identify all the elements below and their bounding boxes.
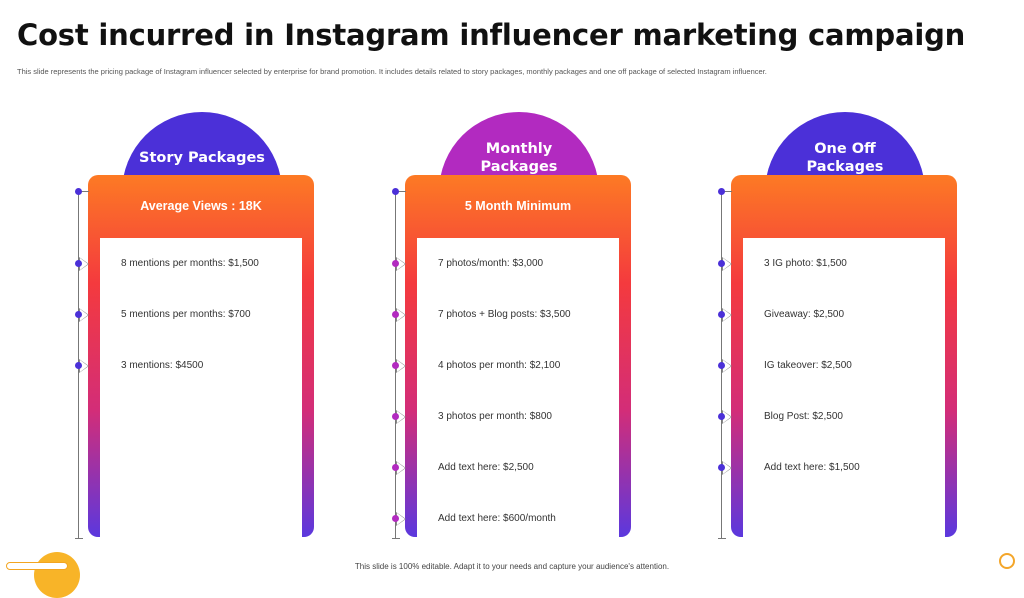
list-item: 3 mentions: $4500 [75,359,325,373]
list-item-text: 3 IG photo: $1,500 [764,258,847,269]
list-item-text: Blog Post: $2,500 [764,411,843,422]
decorative-pill [6,562,68,570]
package-panel [100,238,302,537]
list-item-text: Giveaway: $2,500 [764,309,845,320]
page-subtitle: This slide represents the pricing packag… [17,67,767,76]
package-column-oneoff: One Off Packages 3 IG photo: $1,500 Give… [718,112,968,540]
package-highlight: 5 Month Minimum [464,199,572,213]
bullet-dot-icon [392,311,399,318]
list-item-text: 4 photos per month: $2,100 [438,360,561,371]
list-item-text: 7 photos + Blog posts: $3,500 [438,309,571,320]
timeline-base [75,538,83,539]
list-item: Add text here: $600/month [392,512,642,526]
bullet-dot-icon [392,260,399,267]
timeline-top-dot [718,188,725,195]
list-item-text: Add text here: $2,500 [438,462,534,473]
list-item-text: 3 photos per month: $800 [438,411,552,422]
list-item: Giveaway: $2,500 [718,308,968,322]
package-column-monthly: Monthly Packages 5 Month Minimum 7 photo… [392,112,642,540]
list-item: IG takeover: $2,500 [718,359,968,373]
list-item-text: IG takeover: $2,500 [764,360,852,371]
list-item-text: Add text here: $600/month [438,513,556,524]
decorative-circle [34,552,80,598]
bullet-dot-icon [718,464,725,471]
list-item-text: 3 mentions: $4500 [121,360,204,371]
list-item-text: 8 mentions per months: $1,500 [121,258,259,269]
package-panel [417,238,619,537]
bullet-dot-icon [718,362,725,369]
timeline-base [718,538,726,539]
list-item: 7 photos + Blog posts: $3,500 [392,308,642,322]
list-item: Blog Post: $2,500 [718,410,968,424]
package-highlight: Average Views : 18K [140,199,262,213]
list-item-text: Add text here: $1,500 [764,462,860,473]
bullet-dot-icon [75,260,82,267]
bullet-dot-icon [392,413,399,420]
bullet-dot-icon [392,515,399,522]
package-name: Story Packages [139,150,265,166]
timeline-base [392,538,400,539]
list-item: Add text here: $2,500 [392,461,642,475]
bullet-dot-icon [718,311,725,318]
list-item: Add text here: $1,500 [718,461,968,475]
timeline-top-dot [75,188,82,195]
timeline-top-dot [392,188,399,195]
bullet-dot-icon [718,260,725,267]
timeline-top-tick [396,191,406,192]
list-item: 5 mentions per months: $700 [75,308,325,322]
list-item: 7 photos/month: $3,000 [392,257,642,271]
bullet-dot-icon [75,362,82,369]
package-panel [743,238,945,537]
timeline-top-tick [722,191,732,192]
package-card-oneoff [731,175,957,537]
list-item-text: 5 mentions per months: $700 [121,309,251,320]
footer-note: This slide is 100% editable. Adapt it to… [354,562,670,571]
package-name: One Off Packages [806,141,884,175]
package-card-monthly: 5 Month Minimum [405,175,631,537]
package-card-story: Average Views : 18K [88,175,314,537]
bullet-dot-icon [392,362,399,369]
list-item-text: 7 photos/month: $3,000 [438,258,544,269]
list-item: 8 mentions per months: $1,500 [75,257,325,271]
bullet-dot-icon [392,464,399,471]
bullet-dot-icon [718,413,725,420]
package-column-story: Story Packages Average Views : 18K 8 men… [75,112,325,540]
ring-icon [999,553,1015,569]
timeline-top-tick [79,191,89,192]
list-item: 4 photos per month: $2,100 [392,359,642,373]
page-title: Cost incurred in Instagram influencer ma… [17,18,966,52]
list-item: 3 photos per month: $800 [392,410,642,424]
bullet-dot-icon [75,311,82,318]
list-item: 3 IG photo: $1,500 [718,257,968,271]
package-highlight [731,175,957,237]
package-name: Monthly Packages [480,141,558,175]
